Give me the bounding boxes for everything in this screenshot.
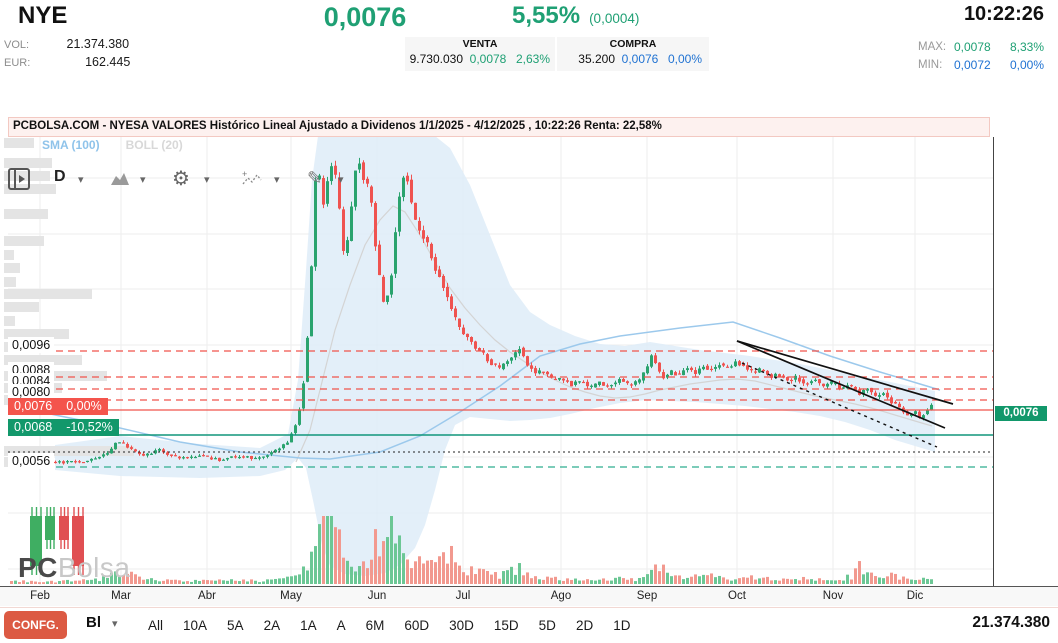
ask-percent: 2,63% <box>515 52 551 66</box>
price-alert-label[interactable]: 0,0068 -10,52% <box>8 419 119 436</box>
price-axis-line <box>993 137 994 586</box>
range-button[interactable]: 2A <box>263 618 281 633</box>
bid-title: COMPRA <box>609 38 657 50</box>
eur-value: 162.445 <box>85 55 131 69</box>
range-button[interactable]: 1D <box>613 618 631 633</box>
change-percent: 5,55% <box>512 2 581 29</box>
max-row: MAX: 0,0078 8,33% <box>918 38 1044 56</box>
range-button[interactable]: A <box>336 618 346 633</box>
vol-label: VOL: <box>4 39 30 51</box>
indicator-lines <box>7 205 941 463</box>
sma-legend[interactable]: SMA (100) <box>42 138 100 152</box>
change-absolute: (0,0004) <box>589 11 640 26</box>
bid-volume: 35.200 <box>578 52 615 66</box>
month-label: Feb <box>30 590 50 602</box>
volume-series <box>10 516 933 584</box>
series-caret-icon[interactable]: ▾ <box>112 618 118 630</box>
area-chart-icon[interactable] <box>110 171 130 187</box>
header: NYE VOL: 21.374.380 EUR: 162.445 0,0076 5,… <box>0 0 1058 82</box>
min-label: MIN: <box>918 59 943 71</box>
month-label: Mar <box>111 590 131 602</box>
range-button[interactable]: 1A <box>300 618 317 633</box>
month-label: Dic <box>906 590 924 602</box>
price-axis[interactable]: 152,34%0,0160123,50%0,014094,65%0,011965… <box>993 115 1058 585</box>
interval-caret-icon[interactable]: ▾ <box>78 174 84 186</box>
settings-caret-icon[interactable]: ▾ <box>204 174 210 186</box>
last-price-axis-badge: 0,0076 <box>995 406 1047 421</box>
volume-row: VOL: 21.374.380 <box>4 37 129 51</box>
add-indicator-icon[interactable]: + <box>240 169 264 187</box>
alert-lines <box>8 350 1040 588</box>
month-label: Ago <box>550 590 572 602</box>
pcbolsa-watermark-text: PCBolsa <box>18 552 130 584</box>
price-alert-label[interactable]: 0,0056 <box>8 453 55 469</box>
indicator-caret-icon[interactable]: ▾ <box>274 174 280 186</box>
range-button[interactable]: 5D <box>538 618 556 633</box>
grid-lines <box>8 137 993 585</box>
eur-label: EUR: <box>4 57 31 69</box>
min-percent: 0,00% <box>1009 58 1044 72</box>
month-label: Jun <box>367 590 387 602</box>
time-axis[interactable]: Feb Mar Abr May Jun Jul Ago Sep Oct Nov Dic <box>0 586 1058 606</box>
month-label: Jul <box>455 590 471 602</box>
max-percent: 8,33% <box>1009 40 1044 54</box>
interval-selector[interactable]: D <box>54 168 66 185</box>
bollinger-band <box>55 130 935 576</box>
price-change: 5,55% (0,0004) <box>512 2 639 30</box>
month-label: May <box>280 590 302 602</box>
price-alert-label[interactable]: 0,0076 0,00% <box>8 398 108 415</box>
range-button[interactable]: 15D <box>493 618 519 633</box>
min-price: 0,0072 <box>954 58 991 72</box>
range-button[interactable]: 10A <box>183 618 208 633</box>
panel-toggle-icon[interactable] <box>8 168 32 192</box>
ask-volume: 9.730.030 <box>409 52 463 66</box>
bid-price: 0,0076 <box>621 52 659 66</box>
boll-legend[interactable]: BOLL (20) <box>125 138 183 152</box>
watermark-bold: PC <box>18 552 58 583</box>
chart-title-bar: PCBOLSA.COM - NYESA VALORES Histórico Li… <box>8 117 990 137</box>
draw-caret-icon[interactable]: ▾ <box>338 174 344 186</box>
draw-pencil-icon[interactable]: ✎ <box>307 168 323 188</box>
chart-type-caret-icon[interactable]: ▾ <box>140 174 146 186</box>
range-button[interactable]: 6M <box>365 618 385 633</box>
vol-value: 21.374.380 <box>66 37 130 51</box>
last-price: 0,0076 <box>323 2 407 32</box>
bottom-toolbar: CONFG. Bl ▾ All 10A 5A 2A 1A A 6M 60D 30D 15D 5D 2D… <box>0 608 1058 643</box>
session-volume: 21.374.380 <box>972 614 1050 631</box>
range-buttons: All 10A 5A 2A 1A A 6M 60D 30D 15D 5D 2D 1D <box>138 608 640 643</box>
indicator-legend: SMA (100) BOLL (20) <box>42 138 183 152</box>
max-price: 0,0078 <box>954 40 991 54</box>
watermark-light: Bolsa <box>57 552 131 583</box>
range-button[interactable]: 5A <box>227 618 244 633</box>
trend-lines[interactable] <box>736 340 954 448</box>
month-label: Nov <box>822 590 844 602</box>
svg-text:+: + <box>242 169 247 179</box>
divider-line <box>0 607 1058 608</box>
bid-box: COMPRA 35.200 0,0076 0,00% <box>557 37 709 71</box>
month-label: Oct <box>728 590 746 602</box>
chart-toolbar: D ▾ ▾ ⚙ ▾ + ▾ ✎ ▾ <box>0 82 1058 190</box>
min-row: MIN: 0,0072 0,00% <box>918 56 1044 74</box>
clock: 10:22:26 <box>963 3 1044 25</box>
month-label: Sep <box>636 590 658 602</box>
ask-box: VENTA 9.730.030 0,0078 2,63% <box>405 37 555 71</box>
bid-percent: 0,00% <box>667 52 703 66</box>
ask-price: 0,0078 <box>469 52 507 66</box>
config-button[interactable]: CONFG. <box>4 611 67 639</box>
price-alert-label[interactable]: 0,0096 <box>8 337 55 353</box>
max-label: MAX: <box>918 41 947 53</box>
ticker-symbol: NYE <box>18 2 68 29</box>
eur-row: EUR: 162.445 <box>4 55 130 69</box>
range-button[interactable]: 2D <box>575 618 594 633</box>
candlestick-series <box>10 157 933 465</box>
range-button[interactable]: 60D <box>404 618 430 633</box>
range-button[interactable]: All <box>148 618 164 633</box>
month-label: Abr <box>198 590 216 602</box>
ask-title: VENTA <box>462 38 498 50</box>
range-button[interactable]: 30D <box>449 618 474 633</box>
gear-icon[interactable]: ⚙ <box>172 168 190 190</box>
series-type-selector[interactable]: Bl <box>86 614 101 631</box>
